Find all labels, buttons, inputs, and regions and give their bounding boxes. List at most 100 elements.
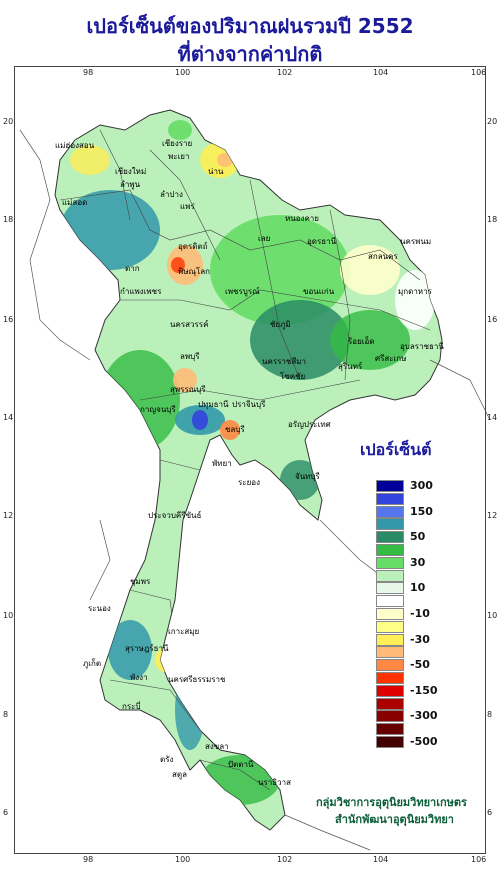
place-label: มุกดาหาร <box>398 287 432 296</box>
place-label: ตาก <box>125 264 140 273</box>
place-label: ร้อยเอ็ด <box>348 337 375 346</box>
place-label: น่าน <box>208 167 224 176</box>
lon-tick-bottom-98: 98 <box>83 855 94 864</box>
lat-tick-right-6: 6 <box>487 808 493 817</box>
place-label: ปัตตานี <box>228 760 254 769</box>
legend-label: -30 <box>410 632 430 646</box>
place-label: พะเยา <box>168 152 190 161</box>
legend-swatch <box>376 736 404 748</box>
place-label: ภูเก็ต <box>83 659 102 668</box>
place-label: ชลบุรี <box>225 425 245 434</box>
place-label: ศรีสะเกษ <box>375 354 407 363</box>
place-label: ลำพูน <box>120 180 141 189</box>
place-label: ระยอง <box>238 478 260 487</box>
place-label: กระบี่ <box>122 702 141 711</box>
legend-label: 50 <box>410 530 426 544</box>
place-label: กาญจนบุรี <box>140 405 176 414</box>
legend-swatch <box>376 556 404 569</box>
legend-label: -50 <box>410 658 430 672</box>
place-label: สตูล <box>172 770 187 779</box>
legend-label: -500 <box>410 735 438 748</box>
place-label: ปราจีนบุรี <box>232 400 266 409</box>
place-label: นครราชสีมา <box>262 357 306 366</box>
lon-tick-bottom-106: 106 <box>471 855 487 864</box>
place-label: นครสวรรค์ <box>170 320 209 329</box>
lon-tick-bottom-100: 100 <box>175 855 191 864</box>
legend-swatch <box>376 518 404 531</box>
lat-tick-left-20: 20 <box>3 117 14 126</box>
place-label: เพชรบูรณ์ <box>225 287 260 296</box>
lat-tick-left-12: 12 <box>3 511 14 520</box>
legend-swatch <box>376 672 404 684</box>
legend-label: -300 <box>410 709 438 723</box>
lon-tick-top-106: 106 <box>471 68 487 77</box>
place-label: ชุมพร <box>130 577 151 586</box>
legend-label: -10 <box>410 607 430 620</box>
map-subtitle: ที่ต่างจากค่าปกติ <box>177 42 323 66</box>
lat-tick-right-16: 16 <box>487 315 498 324</box>
place-label: กำแพงเพชร <box>120 287 162 296</box>
lat-tick-right-20: 20 <box>487 117 498 126</box>
legend-label: -150 <box>410 683 438 697</box>
place-label: สุราษฎร์ธานี <box>125 644 169 653</box>
legend-label: 300 <box>410 479 433 492</box>
lat-tick-left-6: 6 <box>3 808 9 817</box>
lat-tick-left-16: 16 <box>3 315 14 324</box>
place-label: เชียงราย <box>162 139 193 148</box>
place-label: สุพรรณบุรี <box>170 385 206 394</box>
legend-swatch <box>376 646 404 659</box>
legend-swatch <box>376 697 404 710</box>
place-label: แม่ฮ่องสอน <box>55 141 95 150</box>
lat-tick-right-12: 12 <box>487 511 498 520</box>
place-label: ลำปาง <box>160 190 183 199</box>
place-label: ตรัง <box>160 755 174 764</box>
place-label: เกาะสมุย <box>168 627 200 636</box>
place-label: โชคชัย <box>280 372 306 381</box>
legend-swatch <box>376 480 404 492</box>
lon-tick-top-100: 100 <box>175 68 191 77</box>
place-label: เลย <box>258 234 271 243</box>
lat-tick-left-8: 8 <box>3 710 9 719</box>
place-label: เชียงใหม่ <box>115 167 147 176</box>
legend-label: 10 <box>410 581 426 595</box>
place-label: สุรินทร์ <box>338 362 363 371</box>
credit-line-2: สำนักพัฒนาอุตุนิยมวิทยา <box>335 813 454 826</box>
place-label: พัทยา <box>212 459 232 468</box>
lat-tick-left-14: 14 <box>3 413 14 422</box>
place-label: แม่สอด <box>62 198 88 207</box>
credit-line-1: กลุ่มวิชาการอุตุนิยมวิทยาเกษตร <box>316 796 467 809</box>
legend-swatch <box>376 505 404 518</box>
lon-tick-top-104: 104 <box>373 68 389 77</box>
place-label: ชัยภูมิ <box>270 320 291 329</box>
place-label: ปทุมธานี <box>198 400 229 409</box>
place-label: ระนอง <box>88 604 111 613</box>
legend-swatch <box>376 582 404 595</box>
place-label: อุดรธานี <box>307 237 337 246</box>
legend-title: เปอร์เซ็นต์ <box>360 440 432 459</box>
place-label: สงขลา <box>205 742 229 751</box>
place-label: อุบลราชธานี <box>400 342 444 351</box>
place-label: พิษณุโลก <box>178 267 211 276</box>
lat-tick-right-8: 8 <box>487 710 493 719</box>
place-label: นราธิวาส <box>258 778 292 787</box>
place-label: อุตรดิตถ์ <box>178 242 208 251</box>
map-title: เปอร์เซ็นต์ของปริมาณฝนรวมปี 2552 <box>86 14 414 38</box>
legend-swatch <box>376 710 404 723</box>
lat-tick-left-10: 10 <box>3 611 14 620</box>
place-label: ประจวบคีรีขันธ์ <box>148 511 202 520</box>
place-label: หนองคาย <box>285 214 319 223</box>
lat-tick-right-14: 14 <box>487 413 498 422</box>
place-label: อรัญประเทศ <box>288 420 331 429</box>
legend-label: 150 <box>410 504 433 518</box>
legend-label: 30 <box>410 555 426 569</box>
lon-tick-top-102: 102 <box>277 68 293 77</box>
legend-swatch <box>376 608 404 620</box>
place-label: ลพบุรี <box>180 352 200 361</box>
lat-tick-left-18: 18 <box>3 215 14 224</box>
lat-tick-right-10: 10 <box>487 611 498 620</box>
lon-tick-bottom-104: 104 <box>373 855 389 864</box>
legend-swatch <box>376 723 404 736</box>
place-label: นครศรีธรรมราช <box>168 675 226 684</box>
place-label: แพร่ <box>180 202 195 211</box>
